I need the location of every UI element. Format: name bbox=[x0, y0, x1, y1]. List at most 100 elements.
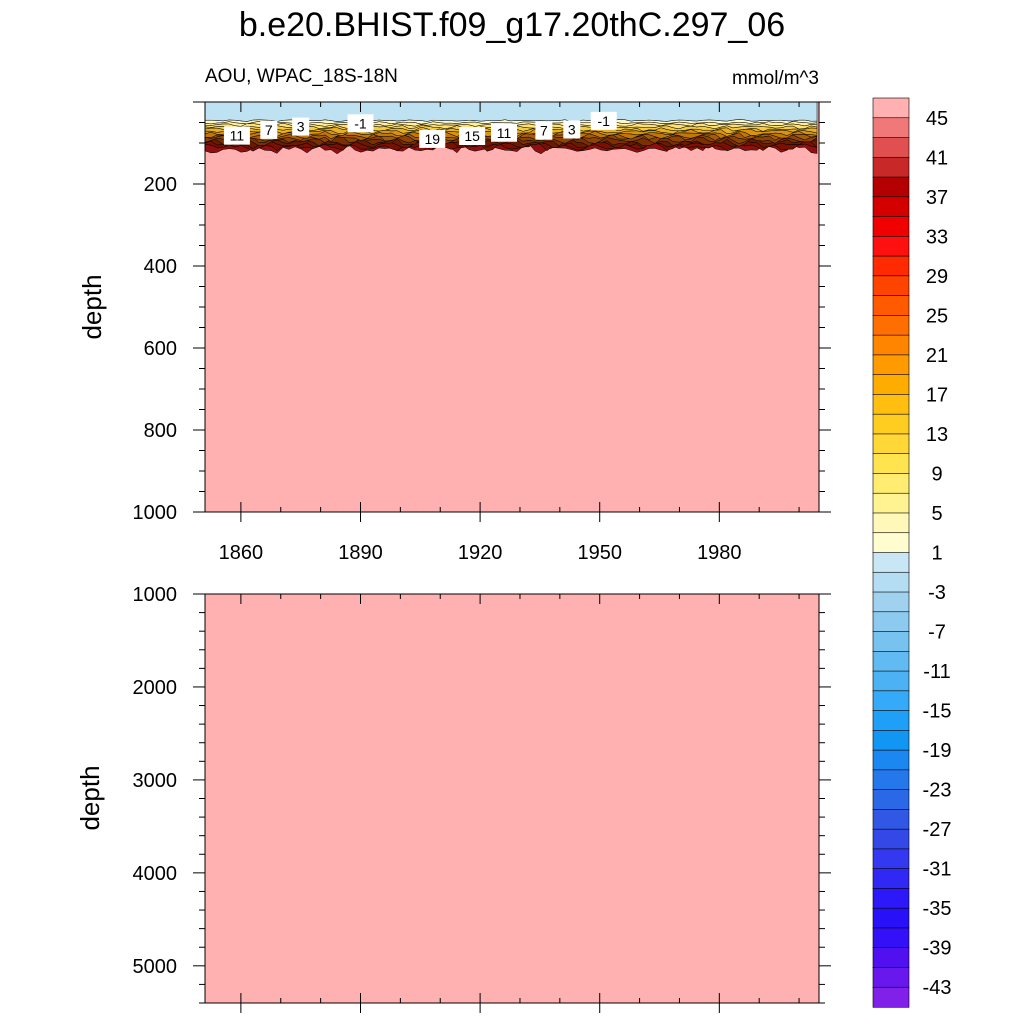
colorbar-box bbox=[872, 354, 910, 376]
colorbar-box bbox=[872, 492, 910, 514]
upper-ytick-label: 400 bbox=[144, 256, 177, 278]
colorbar-box bbox=[872, 97, 910, 119]
colorbar: 45 41 37 33 29 25 21 17 13 9 5 1 -3 -7 -11 -15 -19 -23 -27… bbox=[872, 97, 952, 1008]
upper-panel: AOU, WPAC_18S-18N mmol/m^3 11 7 3 -1 19 15 11 7… bbox=[77, 66, 831, 564]
upper-ytick-label: 800 bbox=[144, 420, 177, 442]
colorbar-box bbox=[872, 453, 910, 475]
colorbar-box bbox=[872, 888, 910, 909]
colorbar-box bbox=[872, 789, 910, 810]
colorbar-box bbox=[872, 769, 910, 791]
colorbar-label: 17 bbox=[926, 384, 948, 406]
colorbar-box bbox=[872, 986, 910, 1008]
colorbar-box bbox=[872, 907, 910, 929]
svg-text:3: 3 bbox=[568, 121, 576, 137]
lower-field bbox=[205, 594, 819, 1003]
colorbar-box bbox=[872, 532, 910, 554]
colorbar-label: -23 bbox=[923, 780, 952, 802]
colorbar-label: -39 bbox=[923, 938, 952, 960]
svg-text:11: 11 bbox=[497, 125, 512, 141]
colorbar-box bbox=[872, 690, 910, 712]
colorbar-box bbox=[872, 611, 910, 633]
colorbar-box bbox=[872, 433, 910, 455]
colorbar-label: -3 bbox=[928, 582, 946, 604]
colorbar-box bbox=[872, 631, 910, 652]
colorbar-box bbox=[872, 730, 910, 751]
upper-xtick-label: 1950 bbox=[577, 542, 622, 564]
upper-contour-labels: 11 7 3 -1 19 15 11 7 3 -1 bbox=[223, 111, 617, 148]
colorbar-box bbox=[872, 749, 910, 771]
colorbar-box bbox=[872, 552, 910, 573]
upper-xtick-label: 1980 bbox=[697, 542, 742, 564]
lower-ytick-label: 1000 bbox=[133, 584, 178, 606]
lower-ylabel: depth bbox=[75, 765, 105, 830]
colorbar-label: -7 bbox=[928, 622, 946, 644]
colorbar-label: 37 bbox=[926, 187, 948, 209]
lower-fill bbox=[205, 594, 819, 1003]
colorbar-label: 21 bbox=[926, 345, 948, 367]
colorbar-label: 25 bbox=[926, 305, 948, 327]
upper-panel-units: mmol/m^3 bbox=[732, 68, 819, 89]
lower-ytick-label: 5000 bbox=[133, 956, 178, 978]
svg-text:11: 11 bbox=[230, 128, 245, 144]
colorbar-box bbox=[872, 315, 910, 336]
lower-axes: 1000 2000 3000 4000 5000 bbox=[133, 584, 831, 1013]
contour-label-3: -1 bbox=[347, 114, 374, 133]
colorbar-box bbox=[872, 236, 910, 257]
colorbar-label: 29 bbox=[926, 266, 948, 288]
colorbar-box bbox=[872, 176, 910, 198]
colorbar-label: -11 bbox=[923, 661, 950, 683]
contour-label-9: -1 bbox=[590, 111, 617, 130]
colorbar-label: -15 bbox=[923, 701, 952, 723]
contour-label-4: 19 bbox=[419, 129, 446, 148]
colorbar-box bbox=[872, 295, 910, 316]
svg-text:19: 19 bbox=[424, 131, 440, 147]
upper-field bbox=[204, 101, 819, 512]
svg-text:15: 15 bbox=[464, 128, 480, 144]
upper-ytick-label: 600 bbox=[144, 338, 177, 360]
colorbar-box bbox=[872, 473, 910, 494]
colorbar-label: 1 bbox=[931, 543, 942, 565]
colorbar-box bbox=[872, 196, 910, 218]
colorbar-label: 13 bbox=[926, 424, 948, 446]
colorbar-label: -31 bbox=[923, 859, 952, 881]
lower-ytick-label: 3000 bbox=[133, 770, 178, 792]
lower-panel: 1000 2000 3000 4000 5000 depth bbox=[75, 584, 831, 1013]
colorbar-label: -27 bbox=[923, 819, 952, 841]
svg-text:7: 7 bbox=[540, 123, 548, 139]
colorbar-box bbox=[872, 710, 910, 731]
contour-label-8: 3 bbox=[563, 120, 581, 139]
colorbar-box bbox=[872, 591, 910, 613]
colorbar-box bbox=[872, 374, 910, 396]
contour-label-6: 11 bbox=[491, 123, 518, 142]
colorbar-label: 33 bbox=[926, 226, 948, 248]
colorbar-box bbox=[872, 809, 910, 830]
upper-ylabel: depth bbox=[77, 274, 107, 339]
upper-xtick-label: 1890 bbox=[338, 542, 383, 564]
contour-label-5: 15 bbox=[459, 127, 486, 146]
svg-text:-1: -1 bbox=[354, 115, 367, 131]
colorbar-box bbox=[872, 651, 910, 672]
colorbar-box bbox=[872, 512, 910, 534]
colorbar-label: -35 bbox=[923, 898, 952, 920]
colorbar-box bbox=[872, 275, 910, 297]
colorbar-box bbox=[872, 828, 910, 850]
colorbar-label: 41 bbox=[926, 147, 948, 169]
upper-xtick-label: 1920 bbox=[458, 542, 503, 564]
colorbar-box bbox=[872, 868, 910, 890]
contour-label-7: 7 bbox=[535, 121, 553, 140]
colorbar-box bbox=[872, 967, 910, 988]
upper-panel-title: AOU, WPAC_18S-18N bbox=[205, 66, 398, 87]
upper-ytick-label: 200 bbox=[144, 174, 177, 196]
upper-xtick-label: 1860 bbox=[219, 542, 264, 564]
lower-ytick-label: 2000 bbox=[133, 677, 178, 699]
svg-text:3: 3 bbox=[297, 119, 305, 135]
upper-ytick-label: 1000 bbox=[133, 502, 178, 524]
colorbar-box bbox=[872, 137, 910, 158]
colorbar-box bbox=[872, 413, 910, 435]
colorbar-box bbox=[872, 670, 910, 692]
colorbar-box bbox=[872, 156, 910, 178]
colorbar-box bbox=[872, 571, 910, 593]
colorbar-label: 9 bbox=[931, 463, 942, 485]
colorbar-box bbox=[872, 848, 910, 870]
